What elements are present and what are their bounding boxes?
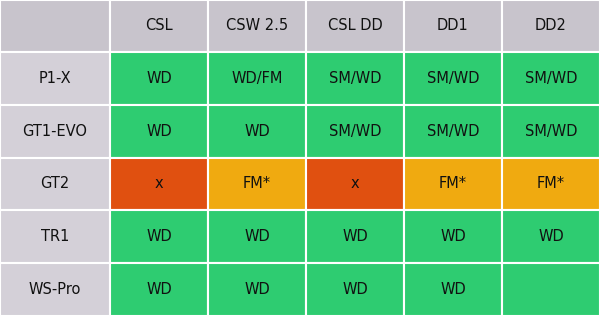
Bar xyxy=(208,210,306,263)
Text: WD: WD xyxy=(440,282,466,297)
Text: WD: WD xyxy=(342,282,368,297)
Bar xyxy=(110,158,208,210)
Bar xyxy=(404,263,502,316)
Bar xyxy=(404,52,502,105)
Text: CSL: CSL xyxy=(145,19,173,33)
Text: CSW 2.5: CSW 2.5 xyxy=(226,19,288,33)
Text: SM/WD: SM/WD xyxy=(525,124,577,139)
Bar xyxy=(110,263,208,316)
Bar xyxy=(502,0,600,52)
Bar xyxy=(306,158,404,210)
Text: SM/WD: SM/WD xyxy=(525,71,577,86)
Text: TR1: TR1 xyxy=(41,229,69,244)
Text: DD1: DD1 xyxy=(437,19,469,33)
Text: x: x xyxy=(155,177,163,191)
Text: SM/WD: SM/WD xyxy=(329,71,381,86)
Text: WD: WD xyxy=(146,71,172,86)
Bar xyxy=(0,52,110,105)
Text: FM*: FM* xyxy=(439,177,467,191)
Text: P1-X: P1-X xyxy=(38,71,71,86)
Bar xyxy=(208,52,306,105)
Text: GT1-EVO: GT1-EVO xyxy=(23,124,88,139)
Text: WD: WD xyxy=(146,229,172,244)
Bar xyxy=(0,210,110,263)
Bar xyxy=(306,263,404,316)
Bar xyxy=(0,105,110,158)
Bar xyxy=(110,105,208,158)
Text: WD: WD xyxy=(146,282,172,297)
Text: WD: WD xyxy=(538,229,564,244)
Bar xyxy=(0,263,110,316)
Bar xyxy=(502,210,600,263)
Text: SM/WD: SM/WD xyxy=(427,124,479,139)
Text: SM/WD: SM/WD xyxy=(427,71,479,86)
Bar xyxy=(110,52,208,105)
Text: CSL DD: CSL DD xyxy=(328,19,382,33)
Text: DD2: DD2 xyxy=(535,19,567,33)
Bar xyxy=(306,105,404,158)
Text: WD: WD xyxy=(244,124,270,139)
Bar xyxy=(0,158,110,210)
Text: x: x xyxy=(350,177,359,191)
Bar xyxy=(502,105,600,158)
Text: WD: WD xyxy=(244,229,270,244)
Bar xyxy=(208,0,306,52)
Bar xyxy=(404,158,502,210)
Text: SM/WD: SM/WD xyxy=(329,124,381,139)
Bar xyxy=(306,210,404,263)
Bar xyxy=(208,105,306,158)
Text: WD: WD xyxy=(244,282,270,297)
Bar xyxy=(306,52,404,105)
Bar xyxy=(306,0,404,52)
Bar xyxy=(110,0,208,52)
Text: FM*: FM* xyxy=(243,177,271,191)
Text: WD: WD xyxy=(342,229,368,244)
Text: WD: WD xyxy=(440,229,466,244)
Text: FM*: FM* xyxy=(537,177,565,191)
Text: WD/FM: WD/FM xyxy=(232,71,283,86)
Bar xyxy=(502,263,600,316)
Bar xyxy=(0,0,110,52)
Text: WS-Pro: WS-Pro xyxy=(29,282,81,297)
Bar xyxy=(404,0,502,52)
Text: GT2: GT2 xyxy=(40,177,70,191)
Bar xyxy=(208,158,306,210)
Bar xyxy=(502,158,600,210)
Bar xyxy=(404,210,502,263)
Text: WD: WD xyxy=(146,124,172,139)
Bar xyxy=(502,52,600,105)
Bar xyxy=(110,210,208,263)
Bar xyxy=(208,263,306,316)
Bar xyxy=(404,105,502,158)
